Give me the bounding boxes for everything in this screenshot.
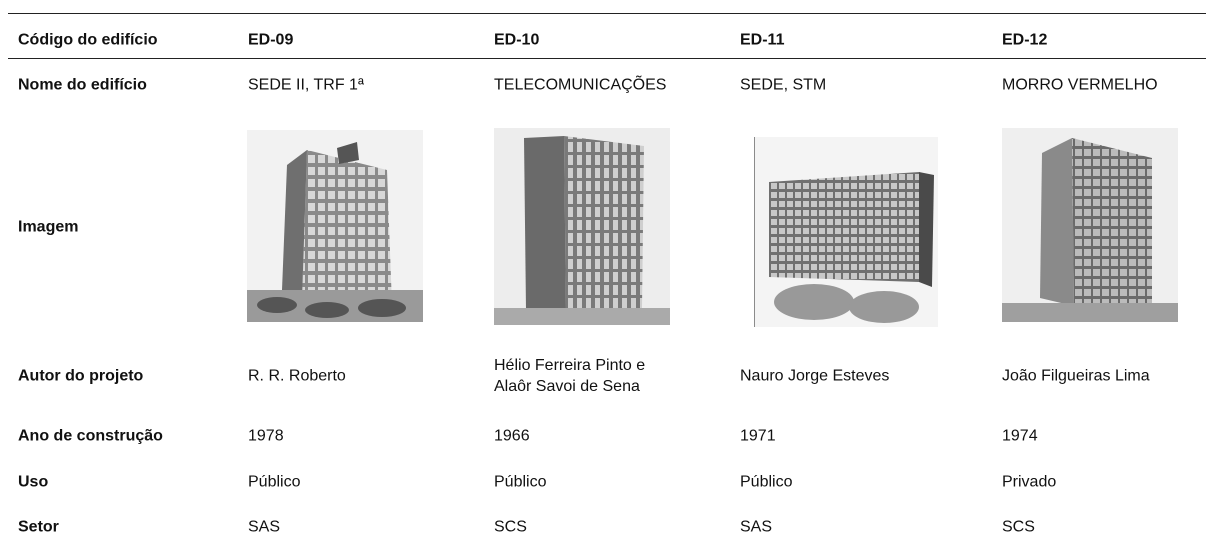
cell-value: 1971 xyxy=(740,427,776,445)
header-rule xyxy=(8,58,1206,59)
row-label: Nome do edifício xyxy=(18,76,147,94)
cell-value: Nauro Jorge Esteves xyxy=(740,367,890,385)
cell-value: Hélio Ferreira Pinto e Alaôr Savoi de Se… xyxy=(494,357,646,395)
cell-value: MORRO VERMELHO xyxy=(1002,76,1158,94)
cell-value: João Filgueiras Lima xyxy=(1002,367,1150,385)
cell-value: Privado xyxy=(1002,473,1057,491)
cell-value: Público xyxy=(494,473,547,491)
column-header: ED-12 xyxy=(1002,31,1048,49)
column-header: ED-10 xyxy=(494,31,540,49)
building-image xyxy=(247,130,423,322)
cell-value: TELECOMUNICAÇÕES xyxy=(494,76,667,94)
row-label: Autor do projeto xyxy=(18,367,144,385)
cell-value: SEDE, STM xyxy=(740,76,827,94)
cell-value: 1978 xyxy=(248,427,284,445)
cell-value: Público xyxy=(248,473,301,491)
column-header: Código do edifício xyxy=(18,31,158,49)
row-label: Setor xyxy=(18,518,59,536)
cell-value: SCS xyxy=(494,518,527,536)
building-image xyxy=(1002,128,1178,322)
cell-value: SCS xyxy=(1002,518,1035,536)
building-image xyxy=(754,137,938,327)
row-label: Ano de construção xyxy=(18,427,163,445)
building-image xyxy=(494,128,670,325)
cell-value: R. R. Roberto xyxy=(248,367,346,385)
cell-value: SAS xyxy=(740,518,773,536)
row-label: Imagem xyxy=(18,218,79,236)
cell-value: 1974 xyxy=(1002,427,1038,445)
cell-value: Público xyxy=(740,473,793,491)
column-header: ED-11 xyxy=(740,31,785,49)
cell-value: SAS xyxy=(248,518,281,536)
row-label: Uso xyxy=(18,473,49,491)
cell-value: SEDE II, TRF 1ª xyxy=(248,76,364,94)
cell-value: 1966 xyxy=(494,427,530,445)
top-rule xyxy=(8,13,1206,14)
column-header: ED-09 xyxy=(248,31,294,49)
